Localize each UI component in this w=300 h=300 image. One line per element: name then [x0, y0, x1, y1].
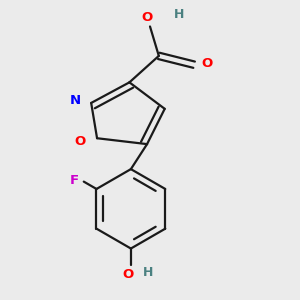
Text: O: O	[122, 268, 134, 281]
Text: F: F	[70, 174, 79, 187]
Text: O: O	[202, 57, 213, 70]
Text: N: N	[70, 94, 81, 106]
Text: O: O	[141, 11, 153, 23]
Text: H: H	[173, 8, 184, 21]
Text: O: O	[74, 135, 85, 148]
Text: H: H	[142, 266, 153, 279]
